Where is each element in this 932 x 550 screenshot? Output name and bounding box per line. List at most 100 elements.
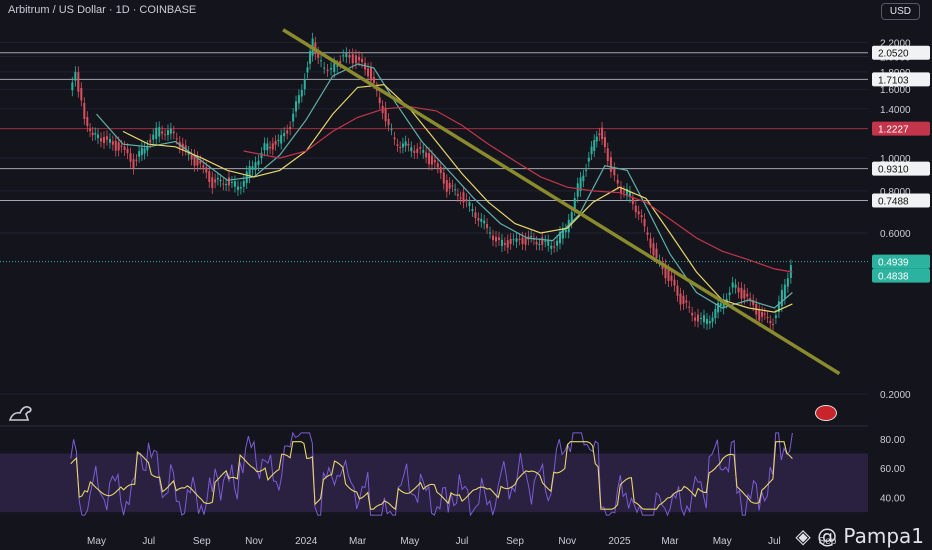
time-axis[interactable]: May Jul Sep Nov 2024 Mar May Jul Sep Nov 2025 Mar Ma… [87, 536, 837, 547]
candle-body [573, 198, 576, 211]
candle-body [216, 178, 219, 180]
candle-body [269, 146, 272, 149]
candle-body [465, 199, 468, 202]
candle-body [564, 229, 567, 233]
candle-body [731, 282, 734, 288]
candle-body [97, 134, 100, 139]
candle-body [585, 169, 588, 171]
candle-body [138, 151, 141, 157]
candle-body [688, 306, 691, 308]
y-tick-label: 0.6000 [880, 229, 911, 240]
candle-body [413, 150, 416, 153]
candle-body [100, 138, 103, 142]
candle-body [274, 141, 277, 145]
candle-body [372, 76, 375, 84]
x-tick-label: 2025 [608, 536, 631, 547]
candle-body [280, 135, 283, 144]
level-tag-label: 0.9310 [878, 165, 909, 176]
y-tick-label: 1.6000 [880, 85, 911, 96]
candle-body [598, 133, 601, 136]
candle-body [740, 287, 743, 299]
candle-body [152, 134, 155, 140]
candle-body [609, 157, 612, 172]
candle-body [448, 182, 451, 189]
candle-body [492, 235, 495, 241]
candle-body [500, 239, 503, 247]
candle-body [86, 116, 89, 127]
candle-body [728, 292, 731, 296]
candle-body [102, 137, 105, 143]
ma-line-ema_mid [122, 84, 793, 313]
candle-body [266, 143, 269, 151]
x-tick-label: Jul [142, 536, 155, 547]
candle-body [763, 313, 766, 315]
candle-body [622, 191, 625, 193]
candle-body [384, 107, 387, 122]
trendline[interactable] [282, 28, 841, 376]
candle-body [354, 55, 357, 64]
currency-button[interactable]: USD [880, 3, 920, 20]
candle-body [225, 184, 228, 186]
candle-body [286, 130, 289, 134]
candle-body [515, 238, 518, 242]
candle-body [166, 130, 169, 135]
candle-body [570, 212, 573, 223]
candle-body [211, 177, 214, 188]
candle-body [691, 312, 694, 316]
candle-body [190, 154, 193, 160]
candle-body [655, 248, 658, 259]
candle-body [271, 143, 274, 150]
candle-body [471, 209, 474, 211]
candle-body [309, 50, 312, 64]
x-tick-label: Nov [245, 536, 263, 547]
candle-body [283, 132, 286, 137]
candle-body [205, 167, 208, 173]
candle-body [477, 218, 480, 221]
candle-body [697, 314, 700, 322]
candle-body [714, 308, 717, 319]
candle-body [702, 315, 705, 323]
candle-body [637, 211, 640, 215]
candle-body [297, 95, 300, 104]
price-axis[interactable]: 2.20002.00001.80001.60001.40001.00000.80… [872, 38, 930, 504]
candle-body [390, 129, 393, 131]
candle-body [342, 55, 345, 57]
candle-body [676, 285, 679, 296]
candle-body [303, 79, 306, 90]
candle-body [619, 186, 622, 194]
candle-body [646, 232, 649, 235]
candle-body [430, 155, 433, 165]
candle-body [132, 159, 135, 169]
x-tick-label: Sep [819, 536, 837, 547]
candle-body [711, 317, 714, 322]
candle-body [786, 278, 789, 287]
candle-body [558, 232, 561, 244]
candle-body [401, 143, 404, 148]
candle-body [468, 202, 471, 206]
chart-title: Arbitrum / US Dollar · 1D · COINBASE [8, 4, 197, 16]
candle-body [108, 138, 111, 143]
candle-body [524, 238, 527, 245]
candle-body [306, 67, 309, 73]
candle-body [679, 293, 682, 305]
candle-body [149, 139, 152, 143]
x-tick-label: 2024 [295, 536, 318, 547]
level-tag-label: 1.2227 [878, 125, 909, 136]
candle-body [77, 72, 80, 92]
candle-body [351, 54, 354, 64]
candle-body [184, 145, 187, 150]
candle-body [187, 151, 190, 155]
candle-body [399, 147, 402, 149]
x-tick-label: Jul [768, 536, 781, 547]
candle-body [783, 284, 786, 299]
candle-body [495, 236, 498, 242]
candle-body [752, 300, 755, 306]
candle-body [451, 185, 454, 187]
candle-body [369, 67, 372, 81]
x-tick-label: May [400, 536, 419, 547]
watermark: ◈ @ Pampa1 [795, 524, 924, 548]
us-flag-icon[interactable] [815, 405, 837, 421]
candle-body [582, 175, 585, 182]
candle-body [361, 58, 364, 63]
